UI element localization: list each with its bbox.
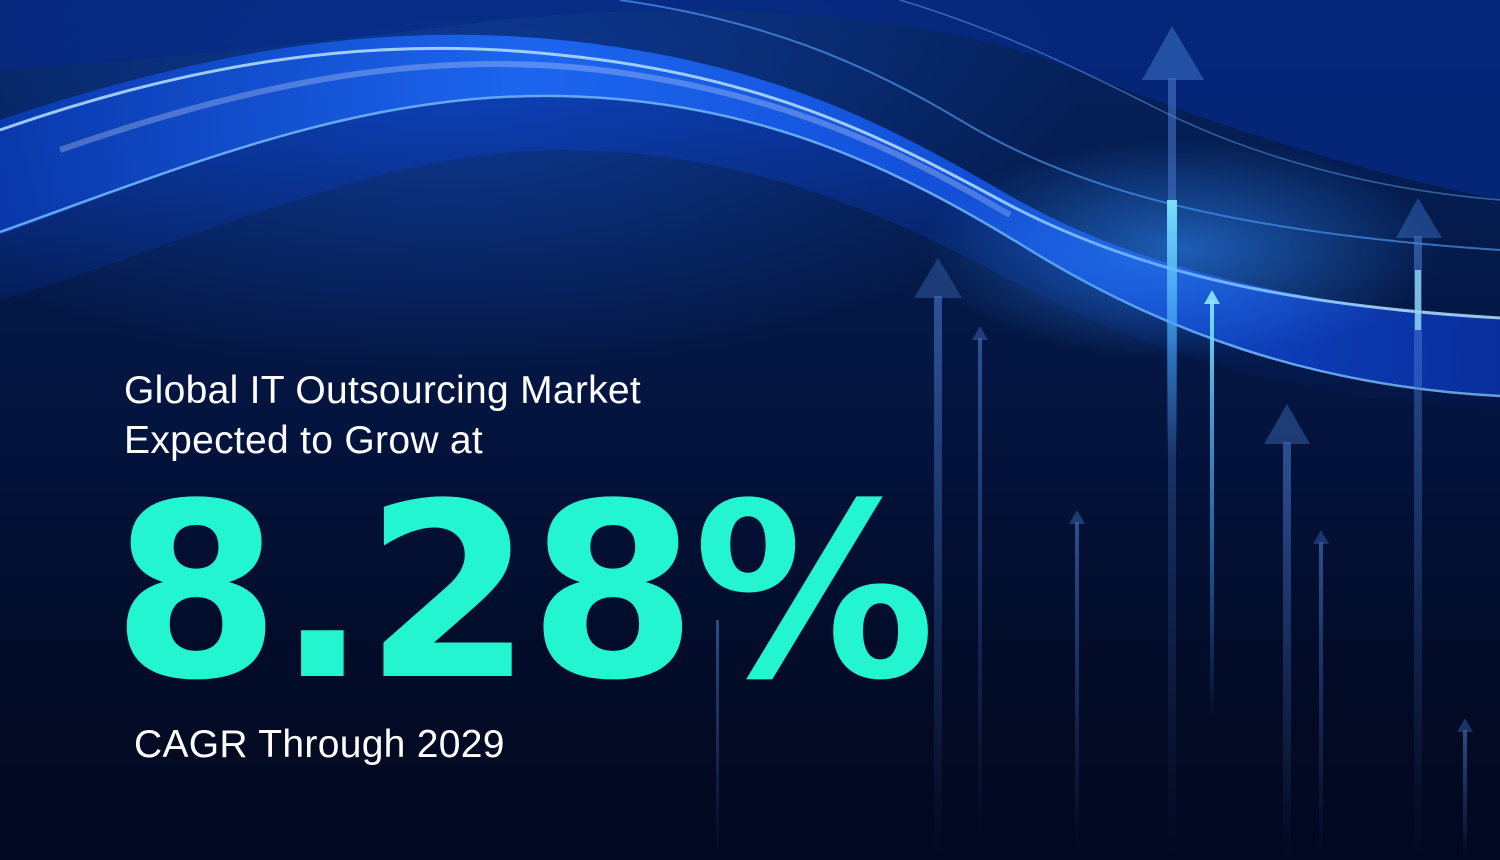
upward-arrow-icon [1396,198,1442,856]
upward-arrow-icon [1457,718,1473,860]
upward-arrow-icon [1313,530,1329,852]
wave-glow-spot [920,140,1440,360]
upward-arrow-icon [716,620,719,860]
cagr-percentage: 8.28% [112,452,936,734]
headline: Global IT Outsourcing Market Expected to… [124,366,884,466]
upward-arrow-icon [1264,404,1310,858]
upward-arrow-icon [914,258,962,856]
wave-highlight-right [899,0,1500,201]
cagr-subline: CAGR Through 2029 [134,723,505,766]
upward-arrow-icon [1142,26,1204,858]
upward-arrow-icon [1167,200,1177,460]
upward-arrow-icon [1069,510,1085,852]
upward-arrow-icon [972,326,988,838]
wave-ribbon-main [0,34,1500,396]
headline-line-1: Global IT Outsourcing Market [124,369,642,412]
wave-back-layer [0,0,1500,200]
wave-highlight-soft [59,60,1012,218]
headline-line-2: Expected to Grow at [124,419,484,462]
upward-arrow-icon [1204,290,1220,720]
